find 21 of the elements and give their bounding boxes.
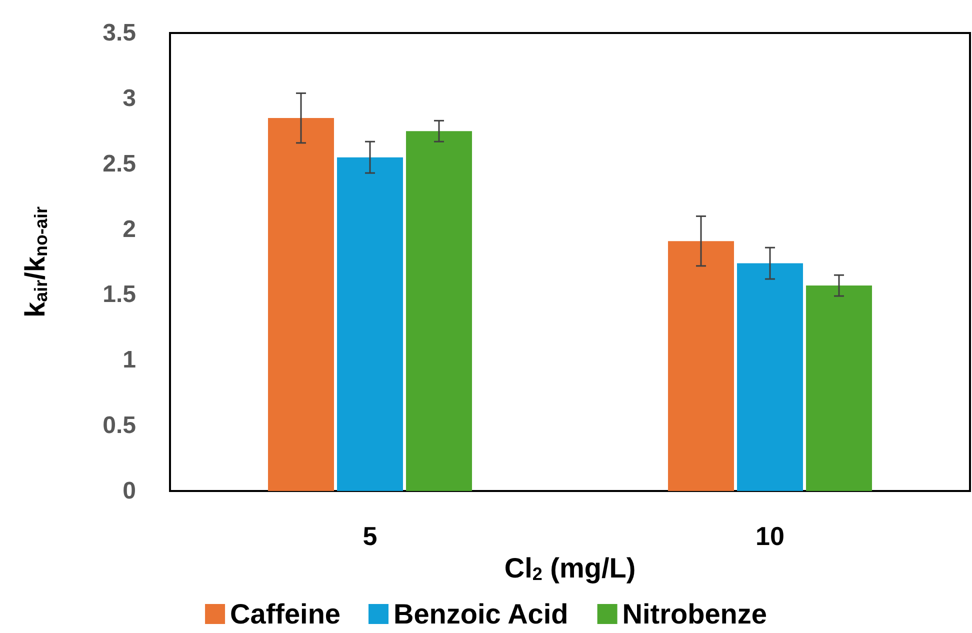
legend-label: Benzoic Acid [393,598,568,630]
x-axis-title: Cl2 (mg/L) [504,552,636,584]
y-tick-label: 1.5 [102,281,136,308]
x-tick-label: 5 [362,521,378,551]
y-tick-label: 1 [122,346,136,374]
bar [337,157,403,491]
bar [406,131,472,491]
bar [668,241,734,491]
y-tick-label: 2 [122,216,136,243]
y-tick-label: 3.5 [102,20,136,46]
y-tick-label: 2.5 [102,150,136,178]
x-tick-label: 10 [756,521,784,551]
bar [737,263,803,491]
y-tick-label: 3 [122,84,136,112]
legend-label: Caffeine [230,598,340,630]
bar [268,118,334,491]
y-axis-title: kair/kno-air [20,206,51,318]
legend-label: Nitrobenze [622,598,767,630]
y-tick-label: 0.5 [102,412,136,440]
bar [806,286,872,491]
y-tick-label: 0 [122,478,136,504]
